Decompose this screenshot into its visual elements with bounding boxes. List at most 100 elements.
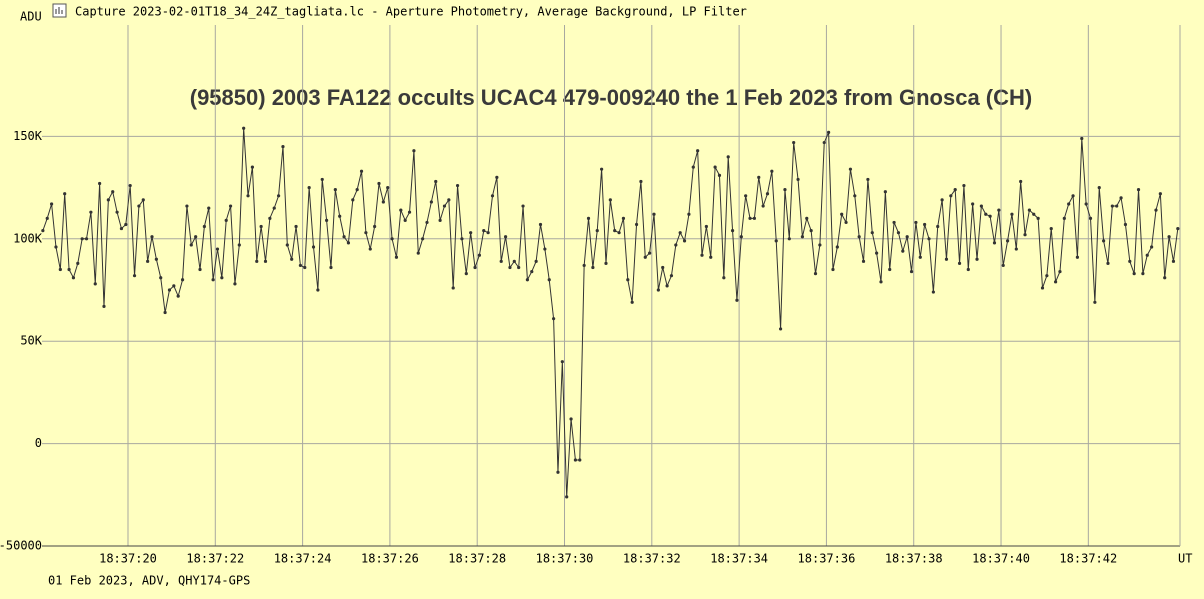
data-point xyxy=(648,251,652,255)
data-point xyxy=(665,284,669,288)
data-point xyxy=(643,255,647,259)
data-point xyxy=(918,255,922,259)
data-point xyxy=(1102,239,1106,243)
data-point xyxy=(499,259,503,263)
data-point xyxy=(905,235,909,239)
data-point xyxy=(565,495,569,499)
window-icon xyxy=(52,3,67,18)
data-point xyxy=(93,282,97,286)
data-point xyxy=(696,149,700,153)
data-point xyxy=(469,231,473,235)
data-point xyxy=(211,278,215,282)
data-point xyxy=(936,224,940,229)
data-point xyxy=(176,294,180,298)
data-point xyxy=(1167,235,1171,239)
data-point xyxy=(477,253,481,257)
data-point xyxy=(1062,216,1066,220)
data-point xyxy=(377,181,381,186)
data-point xyxy=(329,265,333,270)
data-point xyxy=(923,222,927,227)
data-point xyxy=(281,145,285,149)
y-tick-label: 150K xyxy=(13,129,43,143)
data-point xyxy=(582,263,586,268)
data-point xyxy=(1110,204,1114,208)
data-point xyxy=(194,235,198,239)
data-point xyxy=(338,214,342,218)
data-point xyxy=(333,188,337,192)
data-point xyxy=(407,210,412,214)
data-point xyxy=(975,257,979,261)
data-point xyxy=(429,200,433,204)
data-point xyxy=(931,290,935,294)
data-point xyxy=(473,265,477,270)
data-point xyxy=(1027,208,1032,212)
data-point xyxy=(115,210,119,214)
data-point xyxy=(940,198,944,202)
data-point xyxy=(1145,253,1149,257)
data-point xyxy=(726,155,730,159)
data-point xyxy=(678,231,682,235)
x-tick-label: 18:37:22 xyxy=(186,552,244,566)
data-point xyxy=(875,251,879,255)
data-point xyxy=(722,276,726,280)
data-point xyxy=(1045,274,1049,278)
data-point xyxy=(521,204,525,208)
data-point xyxy=(359,169,364,173)
data-point xyxy=(892,220,896,225)
x-axis-label: UT xyxy=(1178,552,1192,566)
chart-title: (95850) 2003 FA122 occults UCAC4 479-009… xyxy=(190,85,1033,110)
data-point xyxy=(1005,239,1010,243)
data-point xyxy=(482,229,486,233)
data-point xyxy=(1067,202,1071,206)
data-point xyxy=(1093,300,1097,304)
data-point xyxy=(346,241,351,245)
data-point xyxy=(634,222,639,227)
data-point xyxy=(80,237,84,241)
data-point xyxy=(840,212,844,216)
data-point xyxy=(111,190,115,194)
data-point xyxy=(735,298,739,302)
x-tick-label: 18:37:24 xyxy=(274,552,332,566)
data-point xyxy=(813,272,818,276)
data-point xyxy=(857,235,861,239)
x-tick-label: 18:37:28 xyxy=(448,552,506,566)
x-tick-label: 18:37:20 xyxy=(99,552,157,566)
data-point xyxy=(525,278,530,282)
data-point xyxy=(796,177,800,182)
data-point xyxy=(1088,216,1093,220)
data-point xyxy=(351,198,355,202)
data-point xyxy=(98,181,102,186)
data-point xyxy=(189,243,193,247)
data-point xyxy=(421,237,425,241)
footer: 01 Feb 2023, ADV, QHY174-GPS xyxy=(48,574,250,588)
data-point xyxy=(1040,286,1045,290)
y-tick-label: 0 xyxy=(35,436,42,450)
data-point xyxy=(228,204,233,208)
data-point xyxy=(709,255,713,259)
data-point xyxy=(1115,204,1119,208)
data-point xyxy=(744,194,748,198)
data-point xyxy=(412,149,416,153)
data-point xyxy=(447,198,451,202)
data-point xyxy=(163,310,167,315)
data-point xyxy=(909,269,914,274)
data-point xyxy=(621,216,626,220)
data-point xyxy=(687,212,691,216)
data-point xyxy=(316,288,320,292)
data-point xyxy=(185,204,189,208)
data-point xyxy=(700,253,704,257)
data-point xyxy=(538,222,543,227)
data-point xyxy=(560,360,564,364)
data-point xyxy=(1019,179,1023,184)
data-point xyxy=(783,188,787,192)
data-point xyxy=(595,229,599,233)
data-point xyxy=(669,274,674,278)
plot-area: -50000 0 50K 100K 150K 18:37:20 18:37:22 18:37:… xyxy=(0,25,1181,566)
data-point xyxy=(355,188,359,192)
data-point xyxy=(1032,212,1036,216)
x-tick-label: 18:37:26 xyxy=(361,552,419,566)
data-point xyxy=(1171,259,1176,263)
data-point xyxy=(128,183,132,188)
data-point xyxy=(215,247,220,251)
data-point xyxy=(800,235,805,239)
